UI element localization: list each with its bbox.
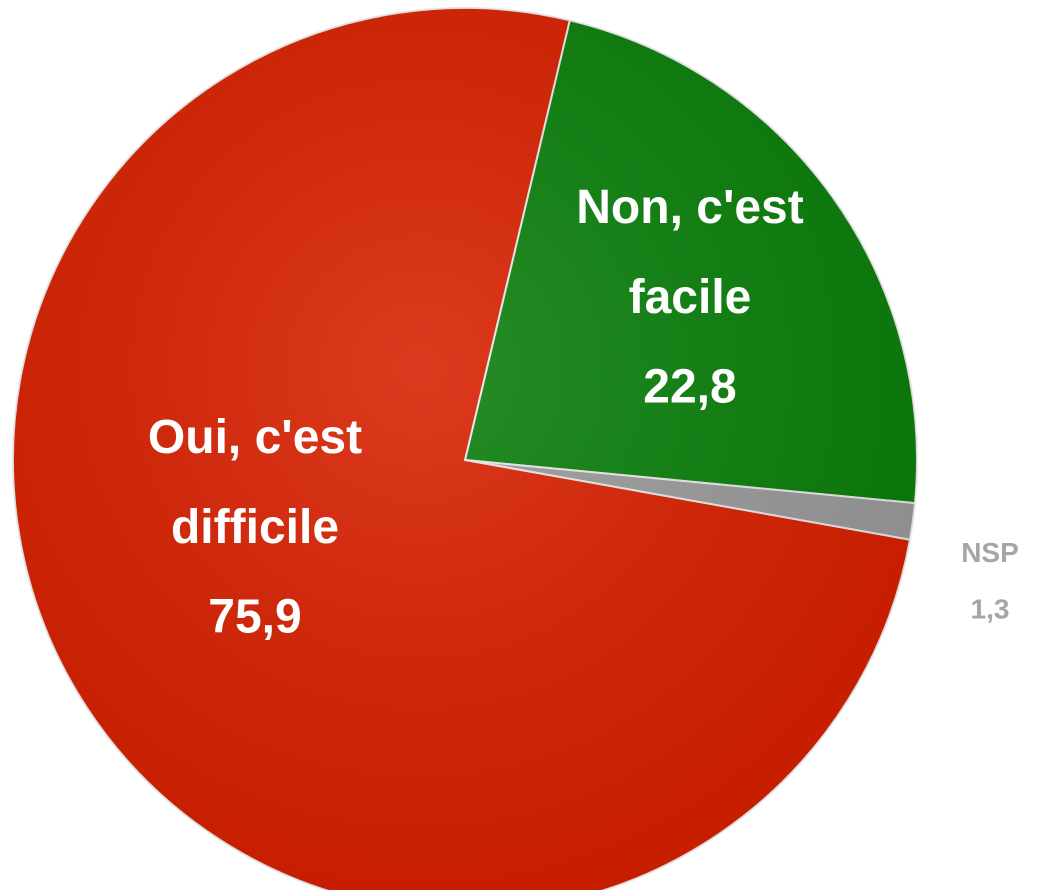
slice-value-label: 1,3: [971, 593, 1010, 624]
slice-label: NSP: [961, 537, 1019, 568]
slice-value-label: 22,8: [643, 361, 736, 414]
slice-label: Oui, c'est difficile: [148, 411, 362, 554]
slice-label: Non, c'est facile: [576, 181, 803, 324]
slice-value-label: 75,9: [208, 591, 301, 644]
